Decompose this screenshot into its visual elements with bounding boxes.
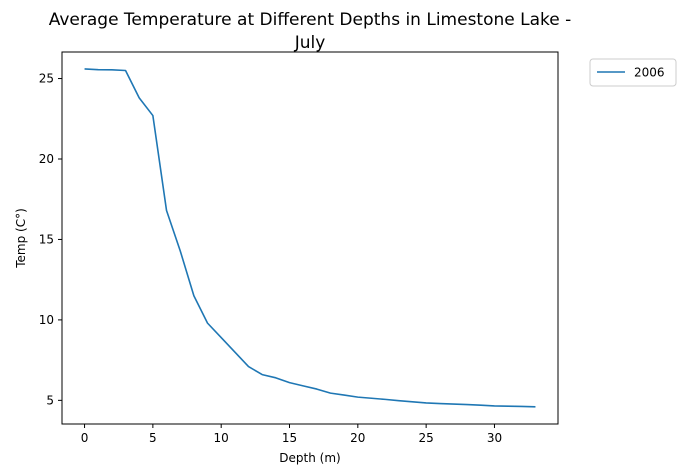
axes-frame <box>61 51 559 425</box>
x-tick-label: 10 <box>214 431 229 445</box>
x-axis-ticks: 0 5 10 15 20 25 30 <box>81 424 502 445</box>
chart-title-line1: Average Temperature at Different Depths … <box>49 10 572 30</box>
y-tick-label: 5 <box>46 393 54 407</box>
series-line-2006 <box>84 68 536 408</box>
x-tick-label: 5 <box>149 431 157 445</box>
y-tick-label: 20 <box>39 152 54 166</box>
legend-box <box>589 58 677 87</box>
x-tick-label: 25 <box>419 431 434 445</box>
y-tick-label: 15 <box>39 232 54 246</box>
y-axis-ticks: 5 10 15 20 25 <box>39 72 62 407</box>
x-tick-label: 30 <box>487 431 502 445</box>
x-tick-label: 15 <box>282 431 297 445</box>
x-axis-label: Depth (m) <box>279 451 340 465</box>
y-axis-label: Temp (C°) <box>14 208 28 269</box>
plot-area <box>84 68 536 408</box>
y-tick-label: 10 <box>39 313 54 327</box>
y-tick-label: 25 <box>39 72 54 86</box>
legend-label-2006: 2006 <box>634 66 665 80</box>
x-tick-label: 0 <box>81 431 89 445</box>
legend: 2006 <box>589 58 677 87</box>
chart-title-line2: July <box>294 33 326 53</box>
x-tick-label: 20 <box>350 431 365 445</box>
